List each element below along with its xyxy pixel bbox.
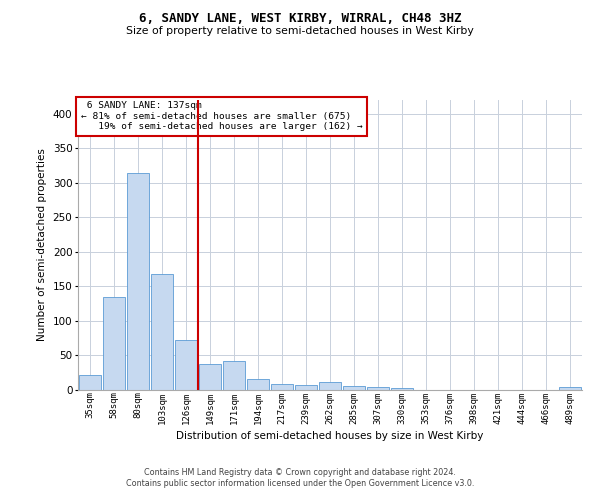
Bar (79, 375, 101, 390)
Y-axis label: Number of semi-detached properties: Number of semi-detached properties (37, 148, 47, 342)
Bar (103, 297, 125, 390)
Bar (391, 388, 413, 390)
Text: 6 SANDY LANE: 137sqm
← 81% of semi-detached houses are smaller (675)
   19% of s: 6 SANDY LANE: 137sqm ← 81% of semi-detac… (80, 102, 362, 132)
Bar (271, 384, 293, 390)
Text: Size of property relative to semi-detached houses in West Kirby: Size of property relative to semi-detach… (126, 26, 474, 36)
Bar (559, 386, 581, 390)
Bar (223, 361, 245, 390)
Bar (199, 364, 221, 390)
Bar (247, 379, 269, 390)
Bar (151, 274, 173, 390)
Bar (295, 385, 317, 390)
Bar (127, 172, 149, 390)
Bar (367, 387, 389, 390)
Bar (343, 386, 365, 390)
Text: 6, SANDY LANE, WEST KIRBY, WIRRAL, CH48 3HZ: 6, SANDY LANE, WEST KIRBY, WIRRAL, CH48 … (139, 12, 461, 26)
Bar (319, 382, 341, 390)
Text: Contains HM Land Registry data © Crown copyright and database right 2024.
Contai: Contains HM Land Registry data © Crown c… (126, 468, 474, 487)
Bar (175, 340, 197, 390)
X-axis label: Distribution of semi-detached houses by size in West Kirby: Distribution of semi-detached houses by … (176, 430, 484, 440)
